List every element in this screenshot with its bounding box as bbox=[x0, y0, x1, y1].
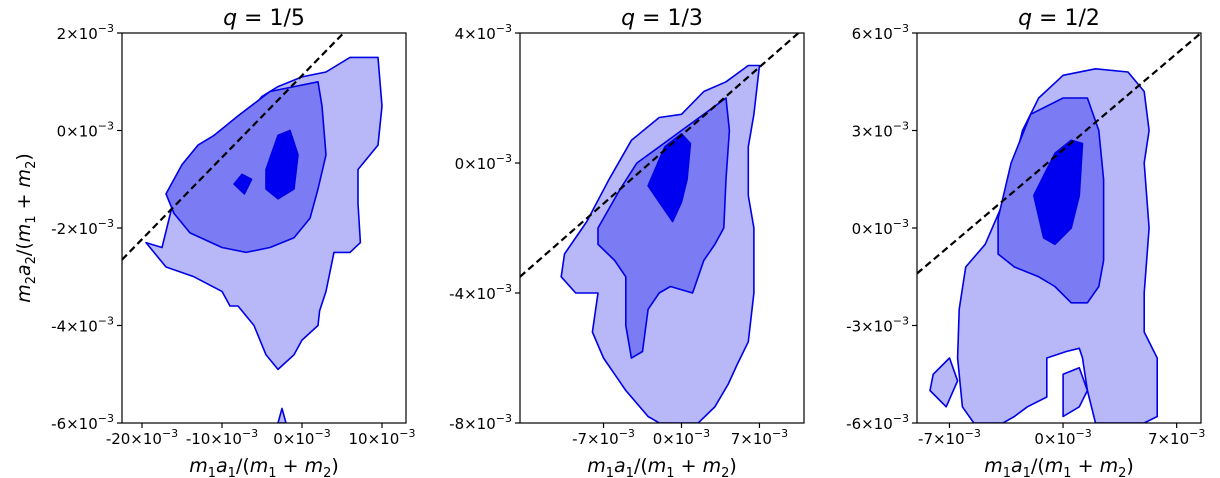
y-axis-label: m2a2/(m1 + m2) bbox=[13, 153, 39, 303]
y-tick-label: 6×10−3 bbox=[852, 22, 909, 43]
reference-dashed-line bbox=[917, 33, 1201, 275]
y-tick-label: -3×10−3 bbox=[846, 315, 909, 336]
y-tick-label: 2×10−3 bbox=[57, 22, 114, 43]
plot-frame bbox=[519, 32, 805, 424]
y-tick-label: -2×10−3 bbox=[51, 217, 114, 238]
x-tick-label: 0×10−3 bbox=[273, 427, 330, 448]
contour-middle-1 bbox=[597, 97, 731, 359]
y-tick-label: 0×10−3 bbox=[852, 217, 909, 238]
y-tick-label: -4×10−3 bbox=[51, 315, 114, 336]
y-tick-label: -6×10−3 bbox=[51, 412, 114, 433]
contour-inner-1 bbox=[1033, 139, 1084, 246]
y-tick-label: -4×10−3 bbox=[449, 282, 512, 303]
chart-panel-3: -7×10−3 0×10−3 7×10−3 -6×10−3 -3×10−3 0×10−3 3… bbox=[846, 6, 1205, 478]
y-tick-label: 0×10−3 bbox=[57, 120, 114, 141]
chart-panel-2: -7×10−3 0×10−3 7×10−3 -8×10−3 -4×10−3 0×10−3 4… bbox=[449, 6, 805, 478]
contour-middle-1 bbox=[165, 81, 327, 254]
chart-title: q = 1/3 bbox=[621, 6, 703, 31]
contour-outer-3 bbox=[1062, 366, 1089, 418]
x-tick-label: -7×10−3 bbox=[918, 427, 981, 448]
chart-title: q = 1/5 bbox=[223, 6, 305, 31]
contour-inner-1 bbox=[265, 129, 299, 200]
x-axis-label: m1a1/(m1 + m2) bbox=[984, 455, 1134, 478]
plot-area bbox=[122, 33, 383, 423]
x-axis-label: m1a1/(m1 + m2) bbox=[587, 455, 737, 478]
x-tick-label: -10×10−3 bbox=[186, 427, 258, 448]
plot-area bbox=[520, 33, 800, 423]
x-tick-label: 0×10−3 bbox=[653, 427, 710, 448]
contour-inner-2 bbox=[233, 173, 253, 195]
x-tick-label: 7×10−3 bbox=[731, 427, 788, 448]
x-tick-label: -7×10−3 bbox=[572, 427, 635, 448]
x-axis-label: m1a1/(m1 + m2) bbox=[189, 455, 339, 478]
chart-panel-1: -20×10−3 -10×10−3 0×10−3 10×10−3 -6×10−3 -4×1… bbox=[13, 6, 415, 478]
y-tick-label: -8×10−3 bbox=[449, 412, 512, 433]
x-tick-label: 7×10−3 bbox=[1148, 427, 1205, 448]
chart-title: q = 1/2 bbox=[1018, 6, 1100, 31]
x-tick-label: 0×10−3 bbox=[1034, 427, 1091, 448]
contour-outer-2 bbox=[929, 357, 959, 408]
plot-area bbox=[917, 33, 1201, 423]
y-tick-label: -6×10−3 bbox=[846, 412, 909, 433]
contour-inner-1 bbox=[647, 133, 692, 223]
y-tick-label: 0×10−3 bbox=[455, 152, 512, 173]
x-tick-label: -20×10−3 bbox=[106, 427, 178, 448]
y-tick-label: 4×10−3 bbox=[455, 22, 512, 43]
reference-dashed-line bbox=[122, 33, 345, 261]
reference-dashed-line bbox=[520, 33, 800, 278]
x-tick-label: 10×10−3 bbox=[349, 427, 416, 448]
contour-outer-2 bbox=[277, 407, 287, 423]
y-tick-label: 3×10−3 bbox=[852, 120, 909, 141]
